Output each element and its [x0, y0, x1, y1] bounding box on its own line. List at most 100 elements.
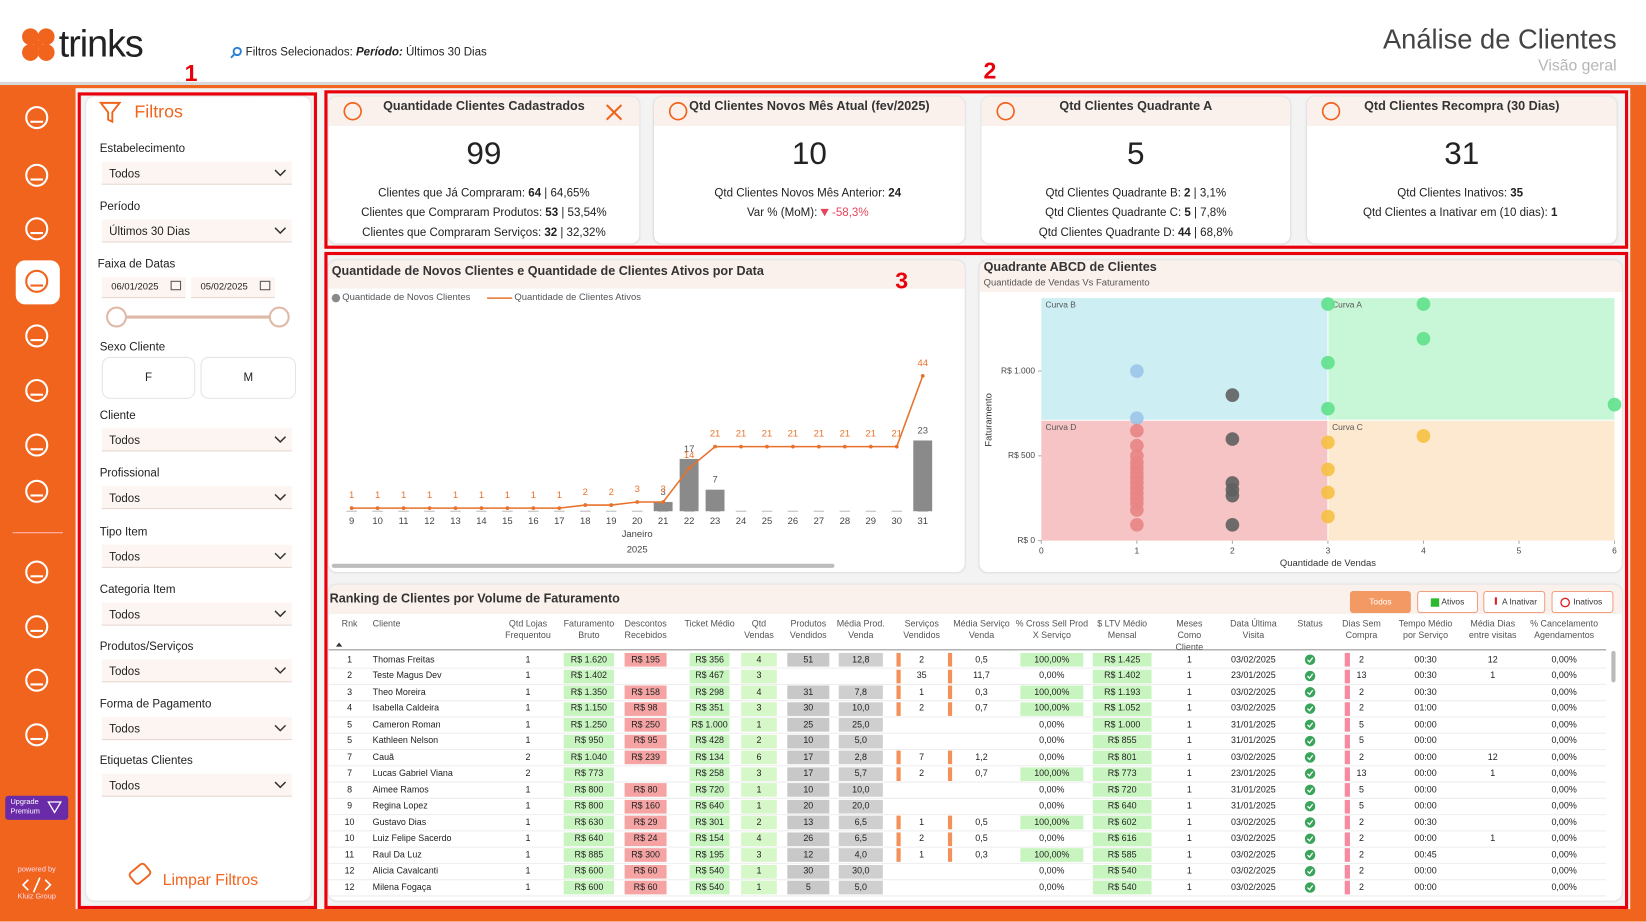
table-cell: 1	[1490, 670, 1496, 681]
table-cell: 1	[1186, 670, 1192, 681]
table-cell: 00:45	[1414, 849, 1437, 860]
kpi-line-label: Qtd Clientes Novos Mês Anterior:	[714, 186, 886, 200]
toggle-button[interactable]	[200, 356, 297, 399]
annotation-box	[324, 90, 1629, 249]
cell-bar	[947, 669, 953, 683]
table-cell: 0,5	[975, 816, 988, 828]
cell-highlight	[1092, 718, 1152, 732]
table-cell: R$ 24	[633, 832, 658, 844]
table-cell: R$ 258	[695, 767, 725, 779]
cell-bar	[896, 652, 901, 667]
table-cell: 03/02/2025	[1231, 849, 1276, 860]
kpi-line: Qtd Clientes Inativos: 35	[1397, 187, 1526, 200]
kpi-line-label: Clientes que Compraram Produtos:	[361, 206, 543, 220]
table-cell: 2	[1359, 751, 1364, 763]
cell-highlight	[624, 734, 667, 748]
table-cell: 5,0	[854, 735, 867, 746]
date-input[interactable]	[101, 277, 186, 299]
legend-label: Quantidade de Novos Clientes	[342, 291, 471, 303]
cell-highlight	[624, 652, 667, 667]
dropdown[interactable]	[101, 602, 292, 626]
table-cell: R$ 1.425	[1104, 653, 1141, 665]
cell-highlight	[741, 880, 777, 895]
table-cell: R$ 602	[1107, 816, 1137, 828]
tab-label[interactable]: Ativos	[1441, 597, 1465, 607]
kpi-line-value: 44	[1177, 226, 1191, 240]
cell-highlight	[838, 815, 883, 830]
table-cell: 5	[347, 719, 353, 730]
cell-highlight	[838, 750, 883, 765]
dropdown[interactable]	[101, 428, 292, 452]
table-cell: R$ 540	[695, 865, 725, 876]
column-header: Data Última Visita	[1230, 618, 1277, 641]
table-cell: 00:00	[1414, 767, 1437, 779]
cell-bar	[1344, 783, 1350, 797]
table-cell: 5,0	[854, 881, 867, 893]
tab-button[interactable]	[1551, 591, 1614, 614]
table-cell: 100,00%	[1034, 702, 1070, 714]
table-cell: Lucas Gabriel Viana	[372, 767, 453, 779]
kpi-line-label: Qtd Clientes Quadrante B:	[1045, 186, 1181, 200]
cell-bar	[896, 848, 901, 862]
table-cell: 2	[1359, 653, 1364, 665]
chart-subtitle: Quantidade de Vendas Vs Faturamento	[983, 277, 1150, 288]
table-cell: 6,5	[854, 816, 867, 828]
kpi-line: Qtd Clientes Quadrante B: 2 | 3,1%	[1045, 187, 1226, 200]
date-input[interactable]	[191, 277, 276, 299]
table-cell: 03/02/2025	[1231, 751, 1276, 763]
table-cell: 20	[803, 800, 814, 811]
table-cell: 0,00%	[1551, 686, 1577, 697]
cell-highlight	[563, 848, 615, 862]
kpi-line-value: 5	[1184, 206, 1191, 220]
tab-button[interactable]	[1417, 591, 1479, 614]
cell-highlight	[624, 799, 667, 814]
cell-highlight	[787, 783, 830, 797]
cell-bar	[896, 685, 901, 700]
table-cell: 1	[525, 784, 531, 795]
table-cell: 1	[525, 849, 531, 860]
table-cell: 2	[1359, 881, 1364, 893]
cell-highlight	[563, 831, 615, 846]
cell-bar	[947, 701, 953, 716]
filters-prefix: Filtros Selecionados:	[245, 46, 353, 59]
cell-highlight	[787, 766, 830, 781]
dropdown[interactable]	[101, 219, 292, 243]
dropdown-value: Todos	[109, 608, 140, 622]
kpi-line: Clientes que Já Compraram: 64 | 64,65%	[378, 187, 590, 200]
table-cell: 1	[525, 735, 531, 746]
toggle-label: F	[145, 371, 153, 385]
tab-button[interactable]	[1349, 591, 1411, 614]
cell-highlight	[741, 669, 777, 683]
table-cell: 51	[803, 653, 814, 665]
table-cell: 11,7	[973, 670, 990, 681]
dropdown[interactable]	[101, 544, 292, 568]
tab-button[interactable]	[1483, 591, 1546, 614]
table-cell: 2	[756, 735, 762, 746]
kpi-line-label: Qtd Clientes Quadrante C:	[1045, 206, 1182, 220]
table-cell: 1	[347, 653, 353, 665]
clear-filters[interactable]: Limpar Filtros	[162, 871, 259, 890]
table-cell: 0,00%	[1551, 767, 1577, 779]
column-header: Produtos Vendidos	[789, 618, 827, 641]
table-cell: 1	[1186, 719, 1192, 730]
dropdown[interactable]	[101, 716, 292, 741]
logo-petal	[37, 28, 55, 46]
kpi-line: Var % (MoM): -58,3%	[747, 207, 872, 220]
dropdown[interactable]	[101, 659, 292, 683]
cell-highlight	[1092, 815, 1152, 830]
cell-highlight	[624, 815, 667, 830]
column-header: Qtd Vendas	[744, 618, 774, 641]
table-cell: 12,8	[852, 653, 870, 665]
table-cell: R$ 720	[695, 784, 725, 795]
cell-highlight	[689, 831, 730, 846]
dropdown[interactable]	[101, 161, 292, 185]
dropdown[interactable]	[101, 486, 292, 510]
dropdown[interactable]	[101, 773, 292, 797]
toggle-button[interactable]	[101, 356, 196, 399]
tab-label[interactable]: Inativos	[1573, 597, 1603, 607]
cell-highlight	[1020, 652, 1084, 667]
tab-label[interactable]: A Inativar	[1501, 597, 1538, 607]
tab-label[interactable]: Todos	[1369, 597, 1392, 607]
filter-label: Período	[99, 200, 141, 213]
cell-bar	[947, 766, 953, 781]
